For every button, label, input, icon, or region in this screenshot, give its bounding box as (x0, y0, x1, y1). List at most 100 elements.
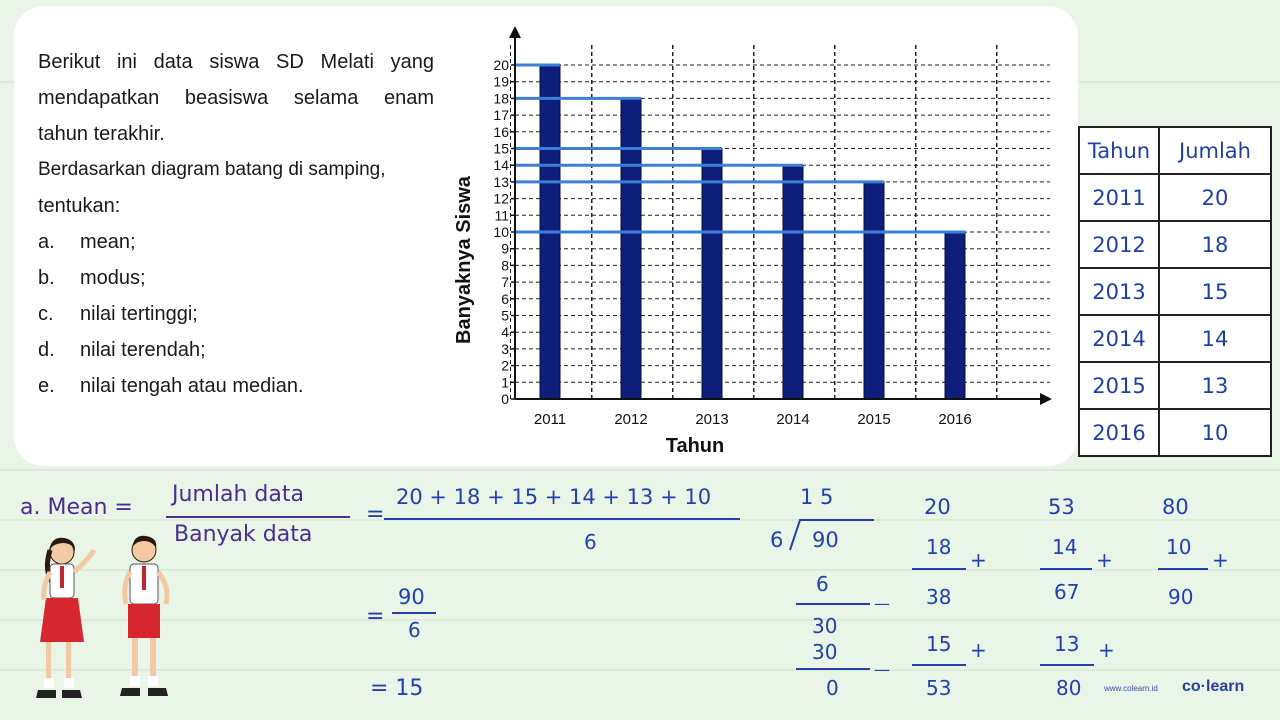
y-tick-label: 16 (493, 124, 509, 140)
addend: 10 (1166, 535, 1192, 559)
addend: 18 (926, 535, 952, 559)
bar (620, 97, 642, 400)
x-tick-label: 2012 (614, 411, 647, 428)
y-tick-label: 4 (501, 324, 509, 340)
y-tick-label: 12 (493, 191, 509, 207)
question-c: c. nilai tertinggi; (38, 303, 198, 325)
fraction-bar (392, 612, 436, 614)
fraction-denominator: 6 (408, 618, 421, 642)
x-axis-label: Tahun (666, 435, 725, 457)
table-row: 2014 14 (1078, 314, 1272, 363)
mean-label: a. Mean = (20, 495, 133, 520)
table-cell: 2014 (1078, 314, 1160, 363)
addend: 80 (1162, 495, 1189, 519)
y-tick-label: 13 (493, 174, 509, 190)
fraction-numerator: 90 (398, 585, 425, 609)
denominator-value: 6 (584, 530, 597, 554)
division-line (796, 603, 870, 605)
division-remainder: 0 (826, 676, 839, 700)
plus-sign: + (1096, 548, 1113, 572)
table-cell: 2016 (1078, 408, 1160, 457)
addend: 13 (1054, 632, 1080, 656)
bar (863, 181, 885, 400)
division-quotient: 1 5 (800, 485, 834, 509)
table-row: 2016 10 (1078, 408, 1272, 457)
addend: 14 (1052, 535, 1078, 559)
x-tick-label: 2014 (776, 411, 809, 428)
sum-result: 90 (1168, 585, 1194, 609)
y-tick-label: 5 (501, 308, 509, 324)
table-cell: 18 (1158, 220, 1272, 269)
data-table: Tahun Jumlah 2011 20 2012 18 2013 15 2014 14… (1078, 126, 1272, 457)
x-axis-arrow (1040, 393, 1052, 405)
bar (701, 148, 723, 400)
x-tick-label: 2016 (938, 411, 971, 428)
question-a: a. mean; (38, 231, 136, 253)
minus-sign: — (874, 660, 890, 679)
problem-text: Berikut ini data siswa SD Melati yang me… (38, 44, 434, 404)
division-step: 6 (816, 572, 829, 596)
brand-logo: co·learn (1182, 678, 1245, 695)
problem-line: tentukan: (38, 195, 121, 217)
division-dividend: 90 (812, 528, 839, 552)
denominator-words: Banyak data (174, 522, 313, 547)
table-cell: 15 (1158, 267, 1272, 316)
mean-result: = 15 (370, 676, 424, 701)
y-tick-label: 14 (493, 157, 509, 173)
y-tick-label: 15 (493, 141, 509, 157)
y-tick-label: 10 (493, 224, 509, 240)
y-tick-label: 6 (501, 291, 509, 307)
addend: 15 (926, 632, 952, 656)
y-tick-label: 17 (493, 107, 509, 123)
sum-line (912, 664, 966, 666)
table-cell: 2013 (1078, 267, 1160, 316)
division-divisor: 6 (770, 528, 784, 552)
division-step: 30 (812, 640, 838, 664)
table-cell: 2011 (1078, 173, 1160, 222)
plus-sign: + (970, 638, 987, 662)
sum-line (912, 568, 966, 570)
table-cell: 10 (1158, 408, 1272, 457)
problem-line: mendapatkan beasiswa selama enam (38, 87, 434, 109)
students-illustration (36, 535, 170, 698)
question-d: d. nilai terendah; (38, 339, 206, 361)
table-row: 2013 15 (1078, 267, 1272, 316)
sum-line (1040, 568, 1092, 570)
division-remainder: 30 (812, 614, 838, 638)
boy-student-icon (120, 535, 170, 696)
sum-line (1040, 664, 1094, 666)
y-tick-label: 11 (494, 207, 509, 223)
problem-line: Berdasarkan diagram batang di samping, (38, 159, 386, 180)
y-tick-label: 19 (493, 74, 509, 90)
y-tick-label: 7 (501, 274, 509, 290)
sum-result: 80 (1056, 676, 1082, 700)
problem-line: Berikut ini data siswa SD Melati yang (38, 51, 434, 73)
table-cell: 13 (1158, 361, 1272, 410)
equals-sign: = (366, 604, 385, 629)
addend: 20 (924, 495, 951, 519)
equals-sign: = (366, 502, 385, 527)
numerator-words: Jumlah data (172, 482, 304, 507)
minus-sign: — (874, 594, 890, 613)
numerator-values: 20 + 18 + 15 + 14 + 13 + 10 (396, 485, 712, 509)
x-tick-label: 2011 (534, 411, 566, 428)
plus-sign: + (1098, 638, 1115, 662)
table-row: 2015 13 (1078, 361, 1272, 410)
fraction-bar (384, 518, 740, 520)
y-tick-label: 18 (493, 90, 509, 106)
partial-sum: 67 (1054, 580, 1080, 604)
y-tick-label: 9 (501, 241, 509, 257)
table-cell: 20 (1158, 173, 1272, 222)
division-line (796, 668, 870, 670)
fraction-bar (166, 516, 350, 518)
addend: 53 (1048, 495, 1075, 519)
question-b: b. modus; (38, 267, 146, 289)
table-header: Tahun (1078, 126, 1160, 175)
y-tick-label: 3 (501, 341, 509, 357)
problem-line: tahun terakhir. (38, 123, 165, 145)
bar (944, 231, 966, 400)
table-row: 2012 18 (1078, 220, 1272, 269)
bar (782, 164, 804, 400)
table-cell: 14 (1158, 314, 1272, 363)
y-tick-label: 0 (501, 391, 509, 407)
